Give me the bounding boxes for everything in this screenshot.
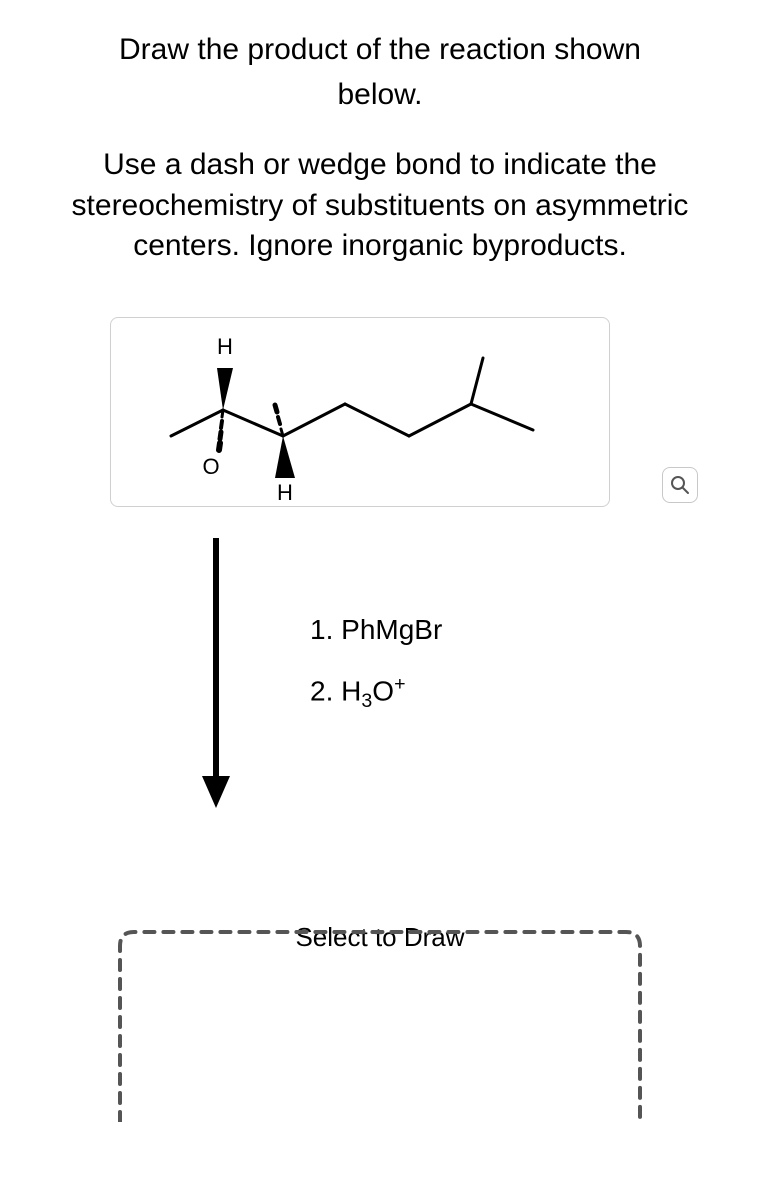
question-line-2: below. — [40, 75, 720, 116]
reaction-arrow — [196, 532, 236, 817]
instruction-text: Use a dash or wedge bond to indicate the… — [40, 145, 720, 267]
label-oxygen: O — [202, 454, 219, 479]
zoom-button[interactable] — [662, 467, 698, 503]
question-line-1: Draw the product of the reaction shown — [40, 30, 720, 71]
label-bottom-h: H — [277, 480, 293, 505]
reagent-2-sup: + — [394, 673, 405, 695]
product-draw-area[interactable]: Select to Draw — [110, 922, 650, 1062]
reagent-2-o: O — [372, 675, 394, 706]
dashed-box-svg — [110, 922, 650, 1122]
reagent-2-h: H — [341, 675, 361, 706]
reagent-2-prefix: 2. — [310, 675, 341, 706]
reagent-step-1: 1. PhMgBr — [310, 612, 442, 648]
reactant-structure-box: H H O — [110, 317, 610, 507]
magnify-icon — [670, 475, 690, 495]
reagent-list: 1. PhMgBr 2. H3O+ — [310, 612, 442, 739]
reactant-structure-svg: H H O — [111, 318, 611, 508]
reaction-section: 1. PhMgBr 2. H3O+ — [110, 532, 650, 832]
reagent-1-text: PhMgBr — [341, 614, 442, 645]
label-top-h: H — [217, 334, 233, 359]
structure-area: H H O — [110, 317, 650, 507]
reagent-2-sub: 3 — [361, 690, 372, 712]
reagent-step-2: 2. H3O+ — [310, 672, 442, 714]
reagent-1-prefix: 1. — [310, 614, 341, 645]
